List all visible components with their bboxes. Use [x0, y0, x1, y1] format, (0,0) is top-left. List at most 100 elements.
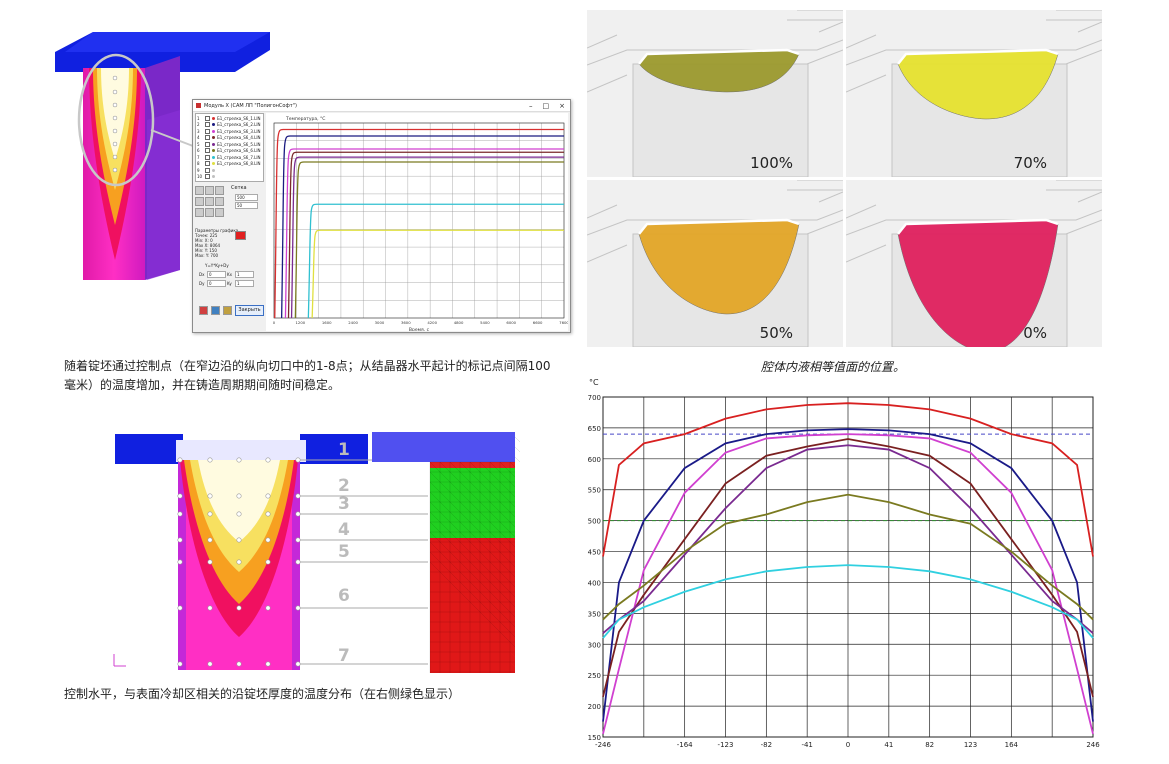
chart1-series-line — [294, 161, 564, 319]
control-point — [265, 457, 271, 463]
isosurface-percent-label: 50% — [759, 324, 793, 342]
chart2-series-line — [602, 493, 1094, 621]
series-list-item[interactable]: 1 Б1_стрелка_S6_1.LIN — [197, 115, 262, 122]
chart2-y-tick-label: 500 — [588, 518, 601, 526]
ingot-3d-view — [55, 20, 270, 280]
series-checkbox[interactable] — [205, 135, 210, 141]
series-checkbox[interactable] — [205, 161, 210, 167]
control-point — [207, 493, 213, 499]
dx-field[interactable]: 0 — [207, 271, 226, 278]
series-index: 2 — [197, 122, 200, 128]
series-list-item[interactable]: 10 — [197, 174, 262, 181]
series-checkbox[interactable] — [205, 122, 210, 128]
close-button[interactable]: Закрыть — [235, 305, 264, 316]
chart2-series-line — [602, 428, 1094, 722]
mesh-line — [429, 531, 516, 618]
series-list-item[interactable]: 3 Б1_стрелка_S6_3.LIN — [197, 128, 262, 135]
control-point — [265, 605, 271, 611]
setka-x-field[interactable]: 500 — [235, 194, 258, 201]
series-checkbox[interactable] — [205, 154, 210, 160]
ky-label: Ky — [227, 281, 232, 286]
dy-label: Dy — [199, 281, 205, 286]
series-color-dot — [212, 175, 215, 179]
series-checkbox[interactable] — [205, 115, 210, 121]
caption-top-left: 随着锭坯通过控制点（在窄边沿的纵向切口中的1-8点；从结晶器水平起计的标记点间隔… — [64, 359, 551, 392]
cross-icon[interactable] — [205, 208, 214, 217]
series-list-item[interactable]: 8 Б1_стрелка_S6_8.LIN — [197, 161, 262, 168]
chart2-x-tick-label: 0 — [846, 741, 850, 749]
control-point — [177, 537, 183, 543]
chart2-grid — [602, 396, 1094, 738]
series-checkbox[interactable] — [205, 148, 210, 154]
zoom-out-icon[interactable] — [205, 197, 214, 206]
chart2-y-tick-label: 450 — [588, 549, 601, 557]
series-index: 6 — [197, 148, 200, 154]
control-point — [236, 559, 242, 565]
close-icon[interactable]: × — [559, 101, 565, 110]
copy-icon[interactable] — [211, 306, 220, 315]
control-point — [207, 457, 213, 463]
params-line-3: Max X: 8064 — [195, 243, 221, 248]
open-icon[interactable] — [195, 186, 204, 195]
ky-field[interactable]: 1 — [235, 280, 254, 287]
series-index: 9 — [197, 167, 200, 173]
control-level-number: 1 — [338, 440, 350, 460]
export-icon[interactable] — [215, 186, 224, 195]
mesh-line — [429, 501, 516, 588]
control-point — [265, 511, 271, 517]
measure-icon[interactable] — [215, 208, 224, 217]
chart2-x-tick-label: 164 — [1005, 741, 1019, 749]
window-title: Модуль X (САМ ЛП "ПолигонСофт") — [204, 102, 297, 109]
chart1-x-tick-label: 6000 — [506, 320, 516, 325]
series-list-item[interactable]: 4 Б1_стрелка_S6_4.LIN — [197, 135, 262, 142]
control-point — [177, 661, 183, 667]
zoom-in-icon[interactable] — [195, 197, 204, 206]
control-point — [177, 559, 183, 565]
isosurface-panel: 0% — [846, 180, 1102, 347]
chart2-x-tick-label: -123 — [718, 741, 734, 749]
kx-field[interactable]: 1 — [235, 271, 254, 278]
series-list-item[interactable]: 5 Б1_стрелка_S6_5.LIN — [197, 141, 262, 148]
chart2-y-tick-label: 150 — [588, 734, 601, 742]
control-point — [207, 537, 213, 543]
chart2-x-tick-label: 82 — [925, 741, 934, 749]
control-point — [295, 661, 301, 667]
color-swatch[interactable] — [235, 231, 246, 240]
time-temperature-chart: Температура, °С Время, с 0 1200 1600 2400 3000… — [266, 113, 569, 333]
fit-icon[interactable] — [215, 197, 224, 206]
series-checkbox[interactable] — [205, 141, 210, 147]
mesh-line — [489, 461, 516, 488]
mesh-line — [429, 541, 516, 628]
params-line-5: Max: Y: 700 — [195, 253, 219, 258]
pan-icon[interactable] — [195, 208, 204, 217]
maximize-button[interactable]: □ — [542, 101, 550, 110]
left-panel: 1 Б1_стрелка_S6_1.LIN 2 Б1_стрелка_S6_2.LIN… — [195, 113, 264, 327]
save-icon[interactable] — [205, 186, 214, 195]
series-color-dot — [212, 123, 215, 127]
control-point — [236, 605, 242, 611]
series-list-item[interactable]: 6 Б1_стрелка_S6_6.LIN — [197, 148, 262, 155]
series-checkbox[interactable] — [205, 174, 210, 180]
chart2-y-tick-label: 650 — [588, 425, 601, 433]
series-list-item[interactable]: 9 — [197, 167, 262, 174]
series-checkbox[interactable] — [205, 128, 210, 134]
chart2-x-tick-label: 41 — [884, 741, 893, 749]
series-label: Б1_стрелка_S6_5.LIN — [217, 141, 261, 147]
setka-y-field[interactable]: 50 — [235, 202, 258, 209]
chart2-y-tick-label: 400 — [588, 579, 601, 587]
series-label: Б1_стрелка_S6_1.LIN — [217, 115, 261, 121]
settings-icon[interactable] — [223, 306, 232, 315]
print-icon[interactable] — [199, 306, 208, 315]
kx-label: Kx — [227, 272, 232, 277]
series-list-item[interactable]: 7 Б1_стрелка_S6_7.LIN — [197, 154, 262, 161]
params-line-2: Min: X: 0 — [195, 238, 213, 243]
chart1-x-tick-label: 7600 — [559, 320, 568, 325]
mesh-line — [429, 471, 516, 558]
series-list-item[interactable]: 2 Б1_стрелка_S6_2.LIN — [197, 122, 262, 129]
chart1-x-axis-label: Время, с — [409, 327, 430, 331]
dy-field[interactable]: 0 — [207, 280, 226, 287]
minimize-button[interactable]: – — [529, 101, 533, 110]
control-point — [236, 537, 242, 543]
series-checkbox[interactable] — [205, 167, 210, 173]
